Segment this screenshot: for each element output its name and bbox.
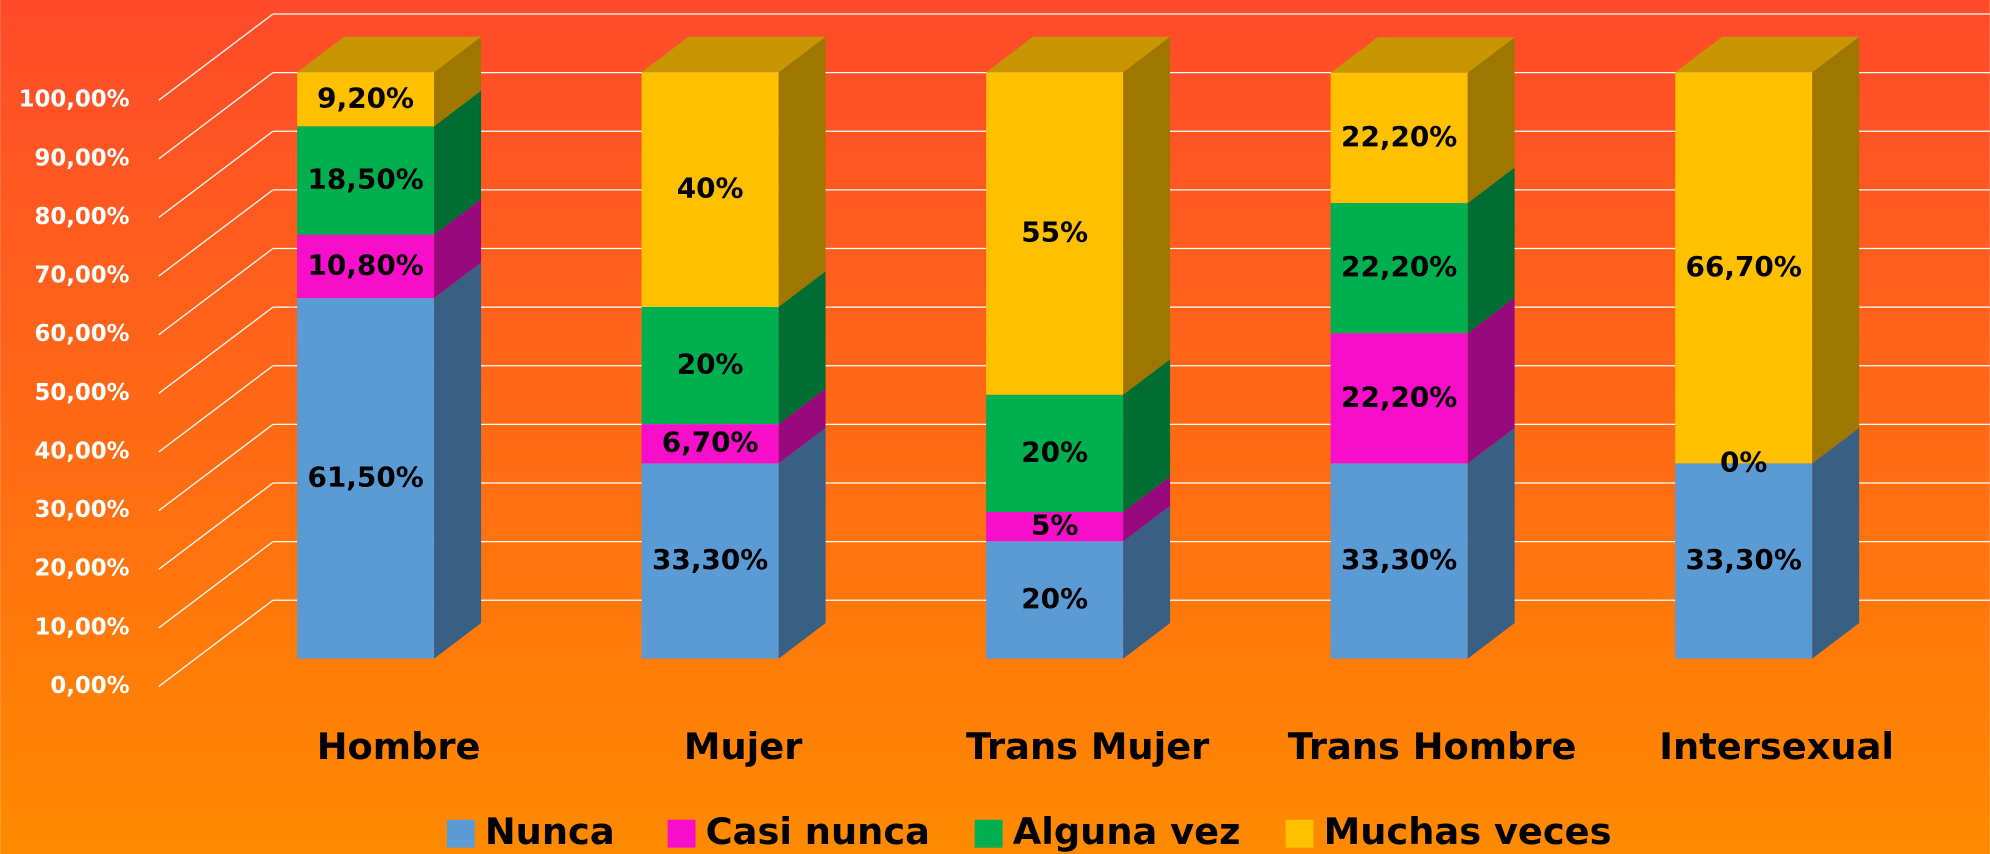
bar-side <box>778 427 826 659</box>
y-tick-label: 90,00% <box>34 145 129 171</box>
bar-segment <box>986 541 1124 659</box>
y-tick-label: 70,00% <box>34 263 129 289</box>
grid-line <box>158 130 274 219</box>
x-tick-label: Trans Mujer <box>966 725 1210 768</box>
bar-segment <box>297 72 435 127</box>
grid-line <box>158 306 274 394</box>
y-tick-label: 50,00% <box>34 380 129 406</box>
data-label: 5% <box>1031 509 1078 542</box>
bar-side <box>434 262 482 659</box>
bar-side <box>1123 476 1171 542</box>
bar-segment <box>641 306 779 425</box>
bar-segment <box>1330 72 1468 204</box>
bar-side <box>434 199 482 299</box>
x-tick-label: Mujer <box>684 725 803 768</box>
bar-side <box>434 36 482 127</box>
bar-side <box>1467 427 1515 659</box>
legend-label: Alguna vez <box>1013 810 1241 853</box>
bar-top <box>1330 37 1515 73</box>
bar-segment <box>1330 333 1468 464</box>
bar-segment <box>1675 463 1813 659</box>
legend-swatch <box>974 819 1003 848</box>
x-tick-label: Intersexual <box>1659 725 1894 768</box>
data-label: 33,30% <box>652 543 768 576</box>
data-label: 20% <box>1021 582 1088 615</box>
data-label: 20% <box>677 347 744 380</box>
bar-side <box>778 271 826 425</box>
data-label: 40% <box>677 172 744 205</box>
legend-swatch <box>446 819 475 848</box>
data-label: 6,70% <box>662 426 759 459</box>
bar-side <box>1123 359 1171 513</box>
bar-segment <box>986 72 1124 395</box>
bar-side <box>1467 297 1515 464</box>
legend-label: Muchas veces <box>1324 810 1612 853</box>
bar-side <box>434 90 482 235</box>
bar-top <box>1675 36 1860 73</box>
legend-swatch <box>667 819 696 848</box>
bar-segment <box>986 394 1124 513</box>
bar-side <box>778 36 826 307</box>
bar-top <box>641 36 826 73</box>
data-label: 33,30% <box>1341 543 1457 576</box>
data-label: 66,70% <box>1686 250 1802 283</box>
y-tick-label: 20,00% <box>34 556 129 582</box>
y-tick-label: 30,00% <box>34 497 129 523</box>
legend-swatch <box>1285 819 1314 848</box>
data-label: 22,20% <box>1341 380 1457 413</box>
y-tick-label: 10,00% <box>34 614 129 640</box>
bar-side <box>1467 37 1515 204</box>
y-tick-label: 40,00% <box>34 438 129 464</box>
grid-line <box>158 72 274 160</box>
x-tick-label: Hombre <box>317 725 481 768</box>
grid-line <box>158 189 274 277</box>
grid-line <box>158 247 274 336</box>
grid-line <box>158 599 274 688</box>
grid-line <box>158 423 274 512</box>
y-tick-label: 60,00% <box>34 321 129 347</box>
data-label: 9,20% <box>317 81 414 114</box>
x-tick-label: Trans Hombre <box>1288 725 1577 768</box>
data-label: 20% <box>1021 435 1088 468</box>
bar-segment <box>986 512 1124 542</box>
bar-top <box>986 36 1171 73</box>
bar-segment <box>297 126 435 235</box>
data-label: 61,50% <box>307 460 423 493</box>
bar-side <box>1123 505 1171 659</box>
data-label: 55% <box>1021 216 1088 249</box>
grid-line <box>158 365 274 453</box>
bar-segment <box>1330 463 1468 659</box>
bar-segment <box>1330 203 1468 334</box>
grid-line <box>158 482 274 570</box>
bar-side <box>1123 36 1171 395</box>
y-tick-label: 0,00% <box>50 673 129 699</box>
y-tick-label: 80,00% <box>34 204 129 230</box>
legend-label: Nunca <box>485 810 615 853</box>
bar-side <box>1812 427 1860 659</box>
y-tick-label: 100,00% <box>19 87 130 113</box>
bar-side <box>1812 36 1860 464</box>
bar-segment <box>641 72 779 307</box>
bar-segment <box>1675 72 1813 464</box>
bar-segment <box>297 234 435 299</box>
data-label: 33,30% <box>1686 543 1802 576</box>
bar-segment <box>297 298 435 659</box>
data-label: 10,80% <box>307 248 423 281</box>
bar-top <box>297 36 482 73</box>
data-label: 18,50% <box>307 162 423 195</box>
bar-side <box>1467 167 1515 334</box>
bar-side <box>778 388 826 464</box>
data-label: 0% <box>1720 445 1767 478</box>
bar-segment <box>641 424 779 464</box>
legend-label: Casi nunca <box>706 810 930 853</box>
grid-line <box>158 13 274 101</box>
data-label: 22,20% <box>1341 120 1457 153</box>
grid-line <box>158 541 274 629</box>
bar-segment <box>641 463 779 659</box>
data-label: 22,20% <box>1341 250 1457 283</box>
